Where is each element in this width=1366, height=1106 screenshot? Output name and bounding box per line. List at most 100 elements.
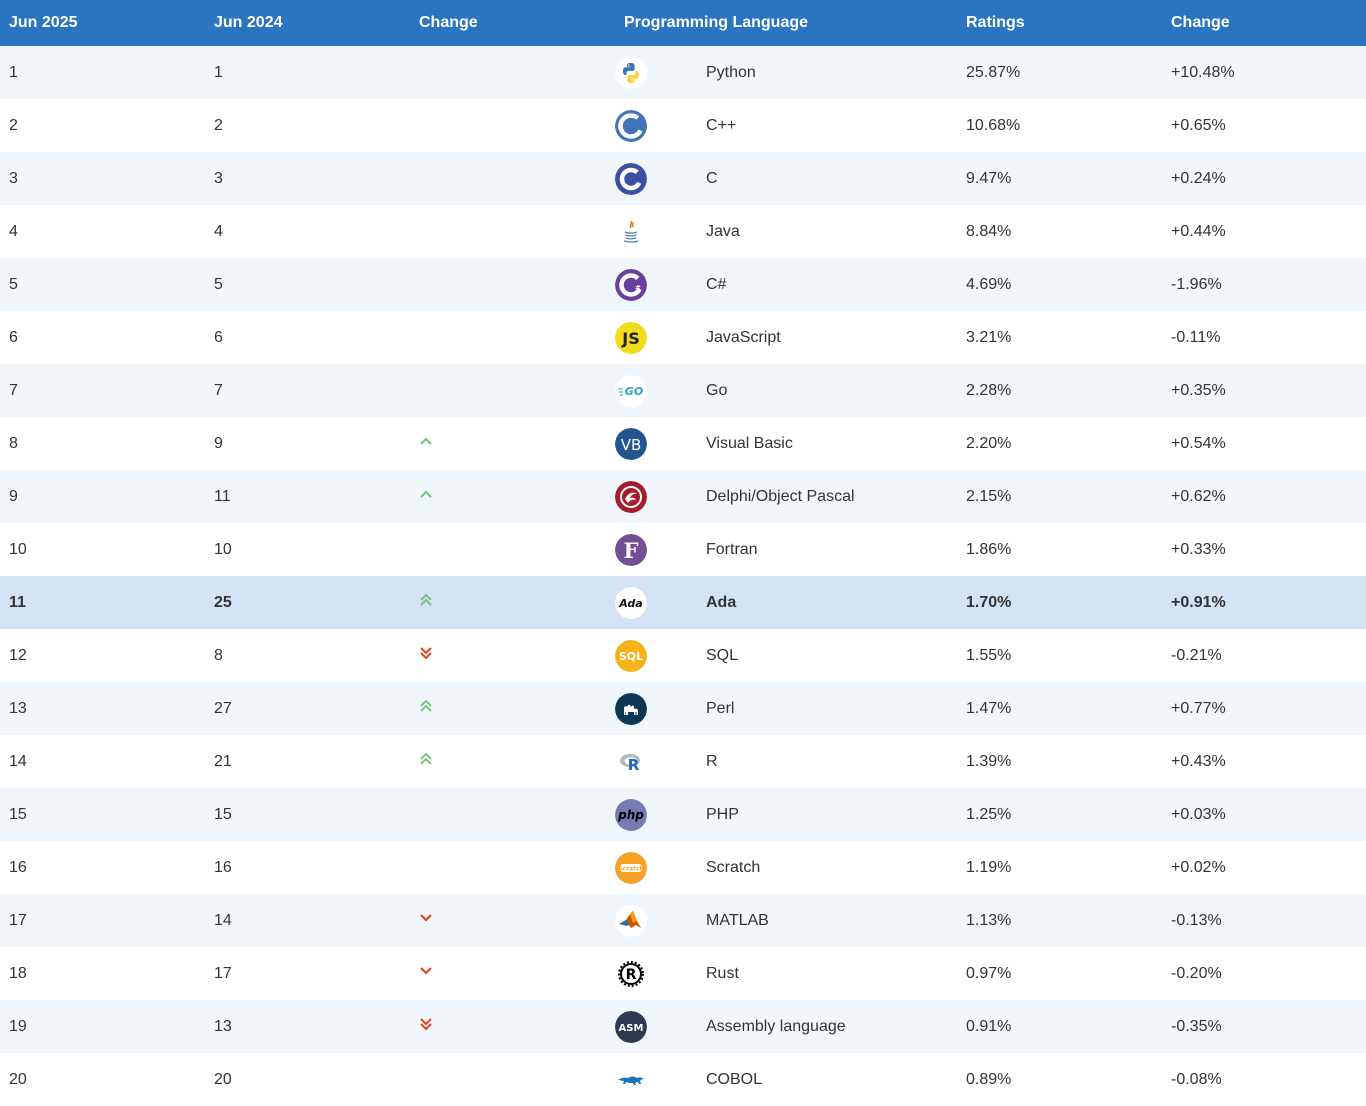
logo-cell: SQL — [615, 629, 697, 682]
logo-cell — [615, 205, 697, 258]
language-name[interactable]: C# — [697, 258, 957, 311]
table-row: 13 27 Perl 1.47% +0.77% — [0, 682, 1366, 735]
trend-cell — [410, 841, 615, 894]
language-name[interactable]: C++ — [697, 99, 957, 152]
rating-value: 1.47% — [957, 682, 1162, 735]
language-name[interactable]: JavaScript — [697, 311, 957, 364]
rank-now: 3 — [0, 152, 205, 205]
header-language[interactable]: Programming Language — [615, 0, 957, 46]
rating-change: -0.35% — [1162, 1000, 1366, 1053]
rating-value: 0.97% — [957, 947, 1162, 1000]
language-name[interactable]: Visual Basic — [697, 417, 957, 470]
logo-cell: php — [615, 788, 697, 841]
logo-cell: F — [615, 523, 697, 576]
matlab-logo-icon — [615, 904, 647, 937]
ada-logo-icon: Ada — [615, 586, 647, 619]
rating-change: -0.20% — [1162, 947, 1366, 1000]
rating-change: -0.08% — [1162, 1053, 1366, 1106]
c-logo-icon — [615, 162, 647, 195]
language-name[interactable]: SQL — [697, 629, 957, 682]
scratch-logo-icon: Scratch — [615, 851, 647, 884]
svg-text:R: R — [626, 967, 637, 983]
logo-cell: ASM — [615, 1000, 697, 1053]
rank-now: 10 — [0, 523, 205, 576]
trend-cell — [410, 788, 615, 841]
language-name[interactable]: Assembly language — [697, 1000, 957, 1053]
table-header-row: Jun 2025 Jun 2024 Change Programming Lan… — [0, 0, 1366, 46]
trend-cell — [410, 258, 615, 311]
language-name[interactable]: C — [697, 152, 957, 205]
header-rank-now[interactable]: Jun 2025 — [0, 0, 205, 46]
language-name[interactable]: Go — [697, 364, 957, 417]
fortran-logo-icon: F — [615, 533, 647, 566]
trend-cell — [410, 1000, 615, 1053]
chevron-down-icon — [419, 964, 433, 978]
header-ratings[interactable]: Ratings — [957, 0, 1162, 46]
rating-value: 1.55% — [957, 629, 1162, 682]
table-row: 9 11 Delphi/Object Pascal 2.15% +0.62% — [0, 470, 1366, 523]
language-name[interactable]: Scratch — [697, 841, 957, 894]
python-logo-icon — [615, 56, 647, 89]
language-name[interactable]: Java — [697, 205, 957, 258]
header-change-pct[interactable]: Change — [1162, 0, 1366, 46]
language-name[interactable]: Python — [697, 46, 957, 99]
rating-value: 2.28% — [957, 364, 1162, 417]
delphi-logo-icon — [615, 480, 647, 513]
rank-now: 8 — [0, 417, 205, 470]
trend-cell — [410, 1053, 615, 1106]
rating-value: 10.68% — [957, 99, 1162, 152]
table-body: 1 1 Python 25.87% +10.48% 2 2 ++ C++ 10.68% +0.65%… — [0, 46, 1366, 1106]
rating-value: 1.25% — [957, 788, 1162, 841]
rank-prev: 3 — [205, 152, 410, 205]
rating-value: 1.70% — [957, 576, 1162, 629]
language-name[interactable]: Rust — [697, 947, 957, 1000]
java-logo-icon — [615, 215, 647, 248]
language-name[interactable]: MATLAB — [697, 894, 957, 947]
logo-cell: GO — [615, 364, 697, 417]
language-name[interactable]: Ada — [697, 576, 957, 629]
table-row: 16 16 Scratch Scratch 1.19% +0.02% — [0, 841, 1366, 894]
chevron-down-icon — [419, 911, 433, 925]
svg-text:F: F — [624, 538, 639, 563]
table-row: 10 10 F Fortran 1.86% +0.33% — [0, 523, 1366, 576]
rank-prev: 5 — [205, 258, 410, 311]
rank-prev: 21 — [205, 735, 410, 788]
trend-cell — [410, 46, 615, 99]
rating-change: +10.48% — [1162, 46, 1366, 99]
language-name[interactable]: PHP — [697, 788, 957, 841]
header-rank-prev[interactable]: Jun 2024 — [205, 0, 410, 46]
rating-value: 8.84% — [957, 205, 1162, 258]
rating-change: +0.24% — [1162, 152, 1366, 205]
r-logo-icon: R — [615, 745, 647, 778]
rank-prev: 8 — [205, 629, 410, 682]
trend-cell — [410, 947, 615, 1000]
rank-prev: 11 — [205, 470, 410, 523]
table-row: 14 21 R R 1.39% +0.43% — [0, 735, 1366, 788]
language-name[interactable]: Perl — [697, 682, 957, 735]
language-name[interactable]: Fortran — [697, 523, 957, 576]
table-row: 1 1 Python 25.87% +10.48% — [0, 46, 1366, 99]
rank-prev: 4 — [205, 205, 410, 258]
double-chevron-up-icon — [419, 593, 433, 607]
table-row: 19 13 ASM Assembly language 0.91% -0.35% — [0, 1000, 1366, 1053]
table-row: 2 2 ++ C++ 10.68% +0.65% — [0, 99, 1366, 152]
rating-value: 3.21% — [957, 311, 1162, 364]
trend-cell — [410, 523, 615, 576]
rating-value: 1.39% — [957, 735, 1162, 788]
table-row: 15 15 php PHP 1.25% +0.03% — [0, 788, 1366, 841]
rank-prev: 17 — [205, 947, 410, 1000]
trend-cell — [410, 99, 615, 152]
language-name[interactable]: COBOL — [697, 1053, 957, 1106]
header-change[interactable]: Change — [410, 0, 615, 46]
table-row: 12 8 SQL SQL 1.55% -0.21% — [0, 629, 1366, 682]
rating-change: +0.54% — [1162, 417, 1366, 470]
rating-change: -0.21% — [1162, 629, 1366, 682]
language-name[interactable]: R — [697, 735, 957, 788]
rating-change: -0.13% — [1162, 894, 1366, 947]
logo-cell — [615, 682, 697, 735]
language-name[interactable]: Delphi/Object Pascal — [697, 470, 957, 523]
svg-text:++: ++ — [637, 123, 648, 131]
rank-now: 13 — [0, 682, 205, 735]
cobol-logo-icon — [615, 1063, 647, 1096]
double-chevron-down-icon — [419, 1017, 433, 1031]
